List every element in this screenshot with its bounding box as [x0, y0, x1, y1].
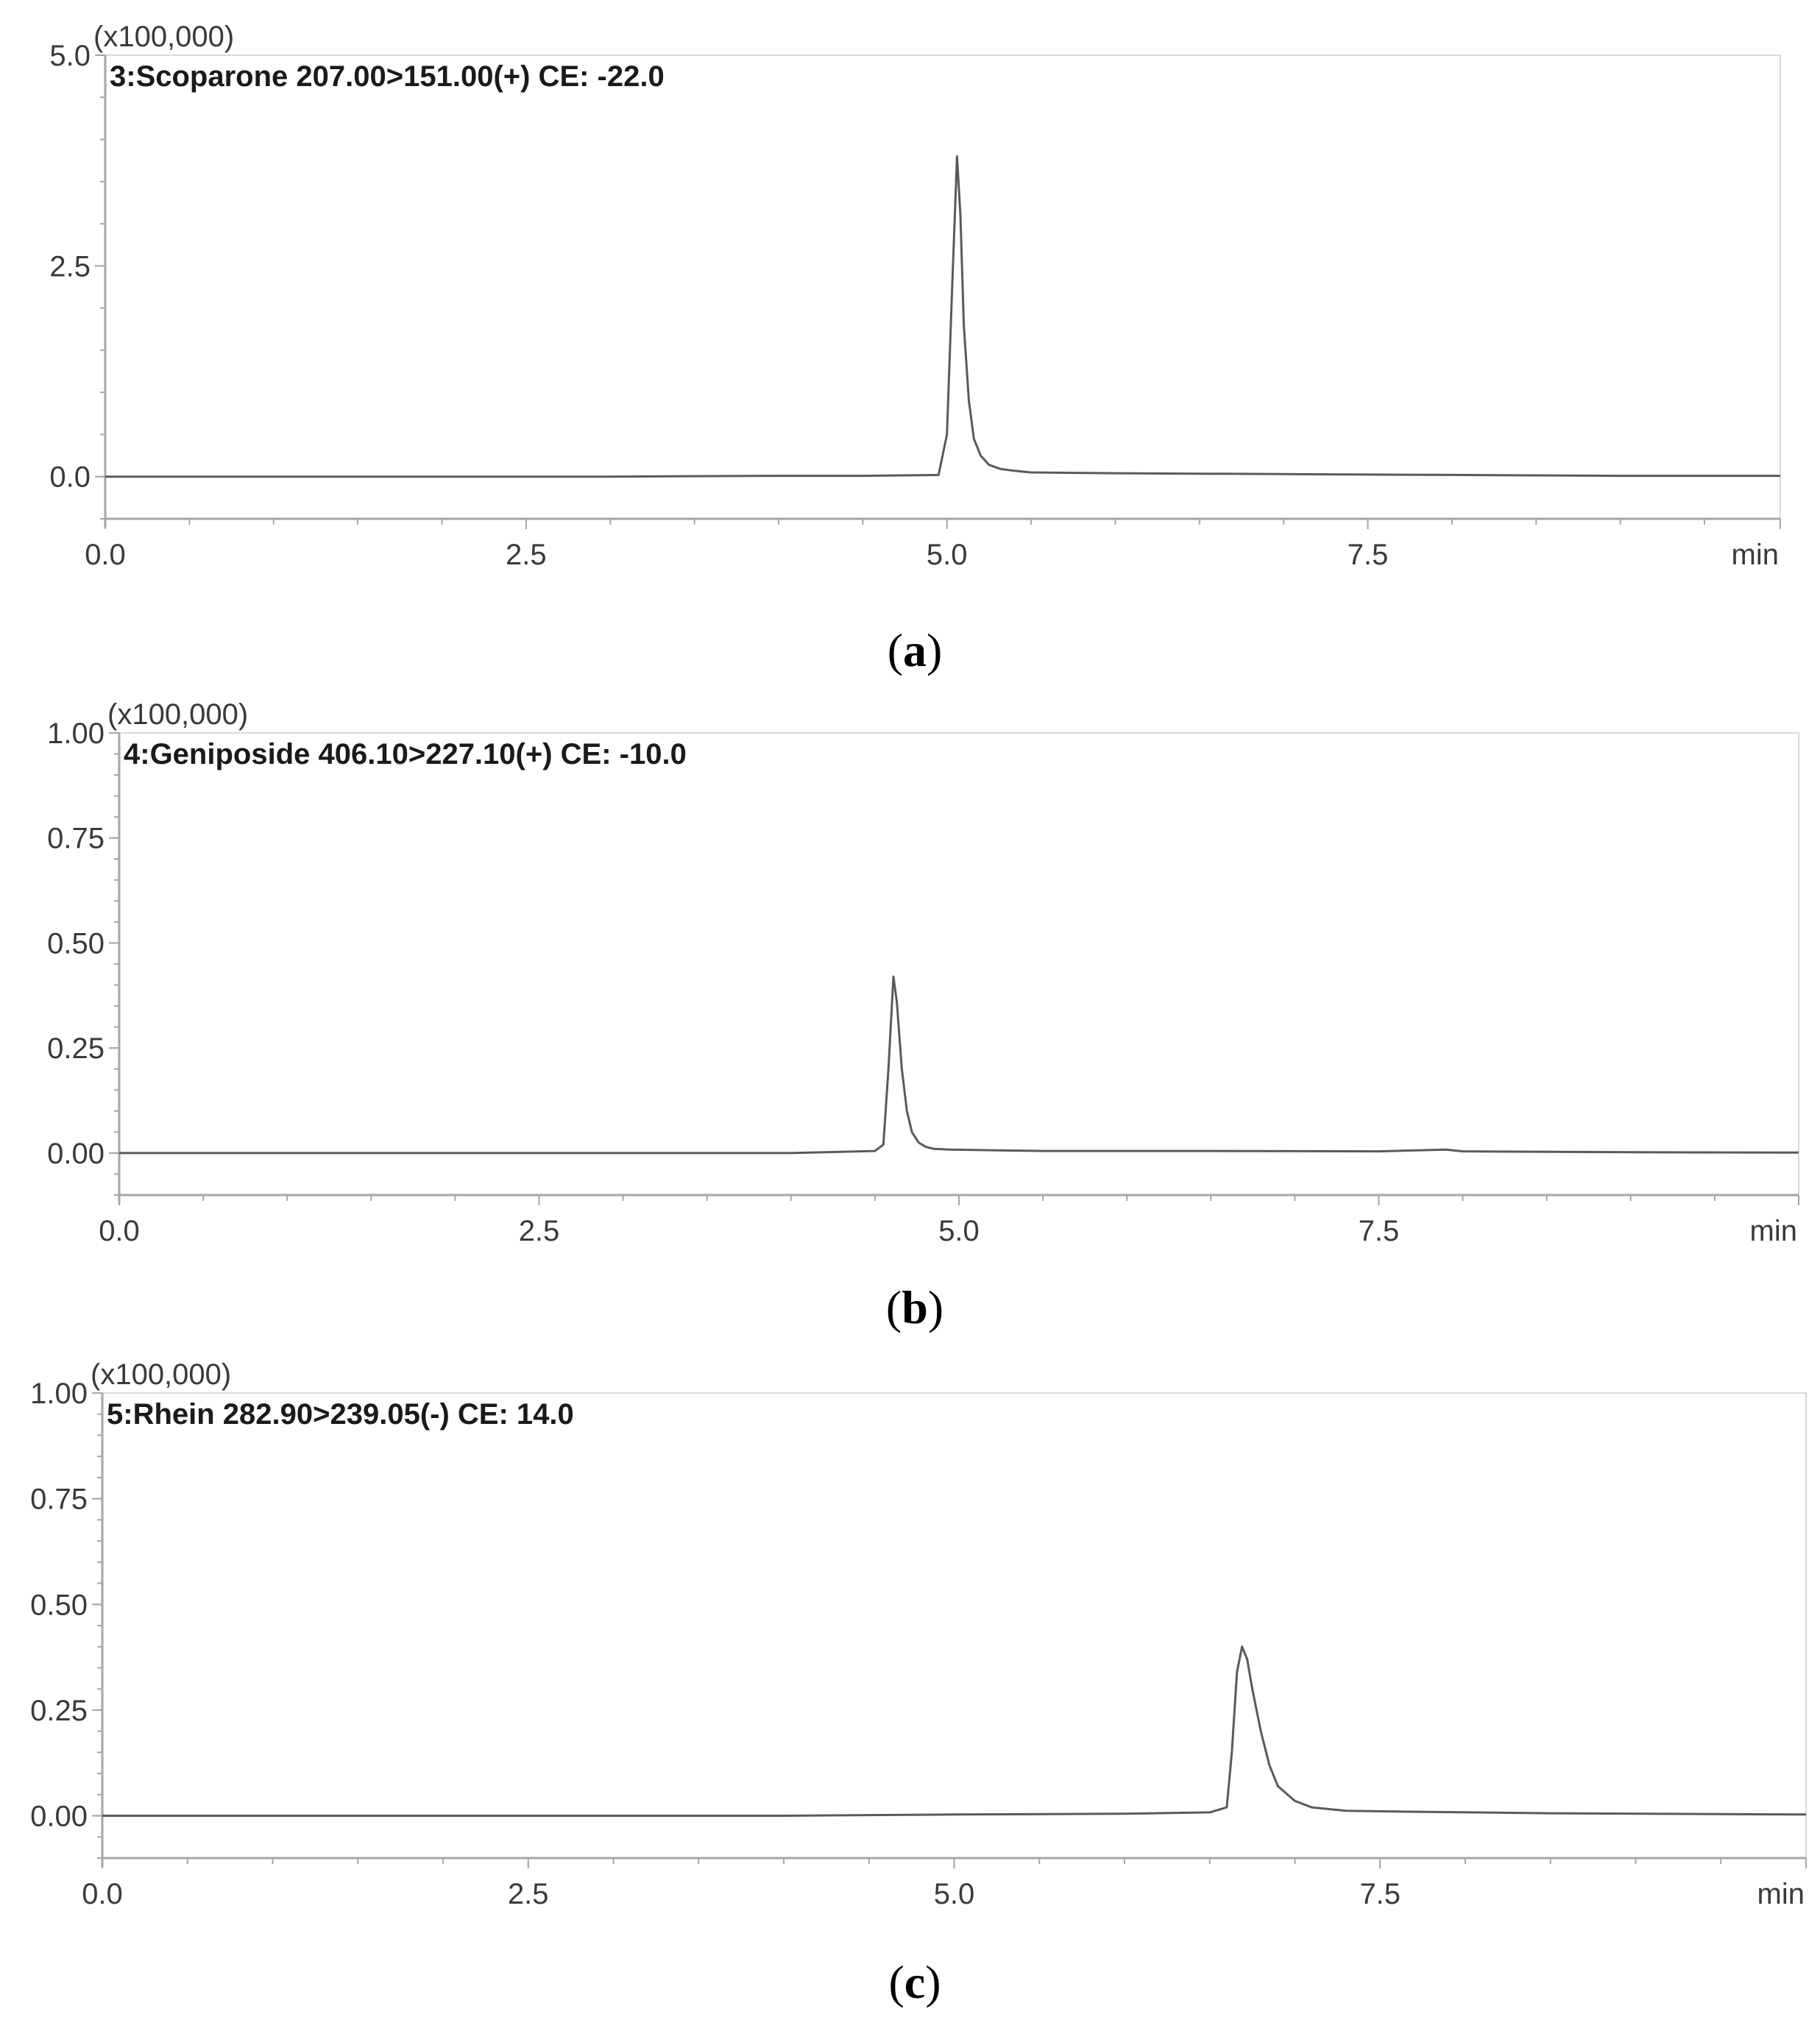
y-tick-label: 0.25: [47, 1032, 105, 1065]
y-tick-label: 0.25: [30, 1695, 88, 1727]
x-axis-unit-label: min: [1732, 539, 1779, 571]
chart-panel: 0.00 0.25 0.50 0.75 1.00 0.0 2.5 5.0 7.5 min (x100…: [47, 698, 1799, 1333]
x-tick-label: 7.5: [1359, 1878, 1401, 1910]
y-multiplier-label: (x100,000): [91, 1358, 231, 1391]
x-tick-label: 0.0: [82, 1878, 123, 1910]
chromatogram-trace: [105, 155, 1780, 478]
y-tick-label: 0.0: [49, 461, 91, 494]
panel-caption: (b): [886, 1281, 943, 1333]
y-tick-label: 0.75: [30, 1484, 88, 1516]
x-tick-label: 5.0: [934, 1878, 975, 1910]
chart-panel: 0.00 0.25 0.50 0.75 1.00 0.0 2.5 5.0 7.5 min (x100…: [30, 1358, 1807, 2008]
y-tick-label: 5.0: [49, 40, 91, 72]
x-tick-label: 2.5: [519, 1215, 560, 1247]
x-tick-label: 5.0: [938, 1215, 980, 1247]
x-tick-label: 5.0: [927, 539, 968, 571]
y-tick-label: 0.50: [47, 927, 105, 960]
x-tick-label: 7.5: [1348, 539, 1389, 571]
y-tick-label: 2.5: [49, 250, 91, 283]
x-axis-unit-label: min: [1757, 1878, 1805, 1910]
chart-panel: 0.0 2.5 5.0 0.0 2.5 5.0 7.5 min (x100,000) 3:Scop…: [49, 21, 1781, 676]
y-tick-label: 0.00: [47, 1138, 105, 1170]
panel-caption: (c): [888, 1956, 941, 2008]
y-multiplier-label: (x100,000): [107, 698, 248, 731]
plot-frame: [118, 732, 1799, 1196]
x-axis-unit-label: min: [1750, 1215, 1797, 1247]
x-tick-label: 7.5: [1359, 1215, 1400, 1247]
trace-title: 4:Geniposide 406.10>227.10(+) CE: -10.0: [124, 738, 687, 770]
y-tick-label: 0.50: [30, 1589, 88, 1621]
plot-frame: [102, 1392, 1807, 1859]
chromatogram-trace: [102, 1645, 1807, 1817]
y-tick-label: 1.00: [47, 717, 105, 750]
panel-caption: (a): [888, 624, 943, 676]
x-tick-label: 0.0: [85, 539, 126, 571]
x-tick-label: 2.5: [506, 539, 547, 571]
trace-title: 3:Scoparone 207.00>151.00(+) CE: -22.0: [110, 60, 665, 93]
y-multiplier-label: (x100,000): [93, 21, 234, 53]
y-tick-label: 1.00: [30, 1378, 88, 1410]
x-tick-label: 0.0: [99, 1215, 140, 1247]
y-tick-label: 0.75: [47, 823, 105, 855]
trace-title: 5:Rhein 282.90>239.05(-) CE: 14.0: [107, 1398, 574, 1431]
plot-frame: [105, 54, 1781, 520]
chromatogram-trace: [119, 975, 1799, 1155]
x-tick-label: 2.5: [508, 1878, 549, 1910]
y-tick-label: 0.00: [30, 1801, 88, 1833]
